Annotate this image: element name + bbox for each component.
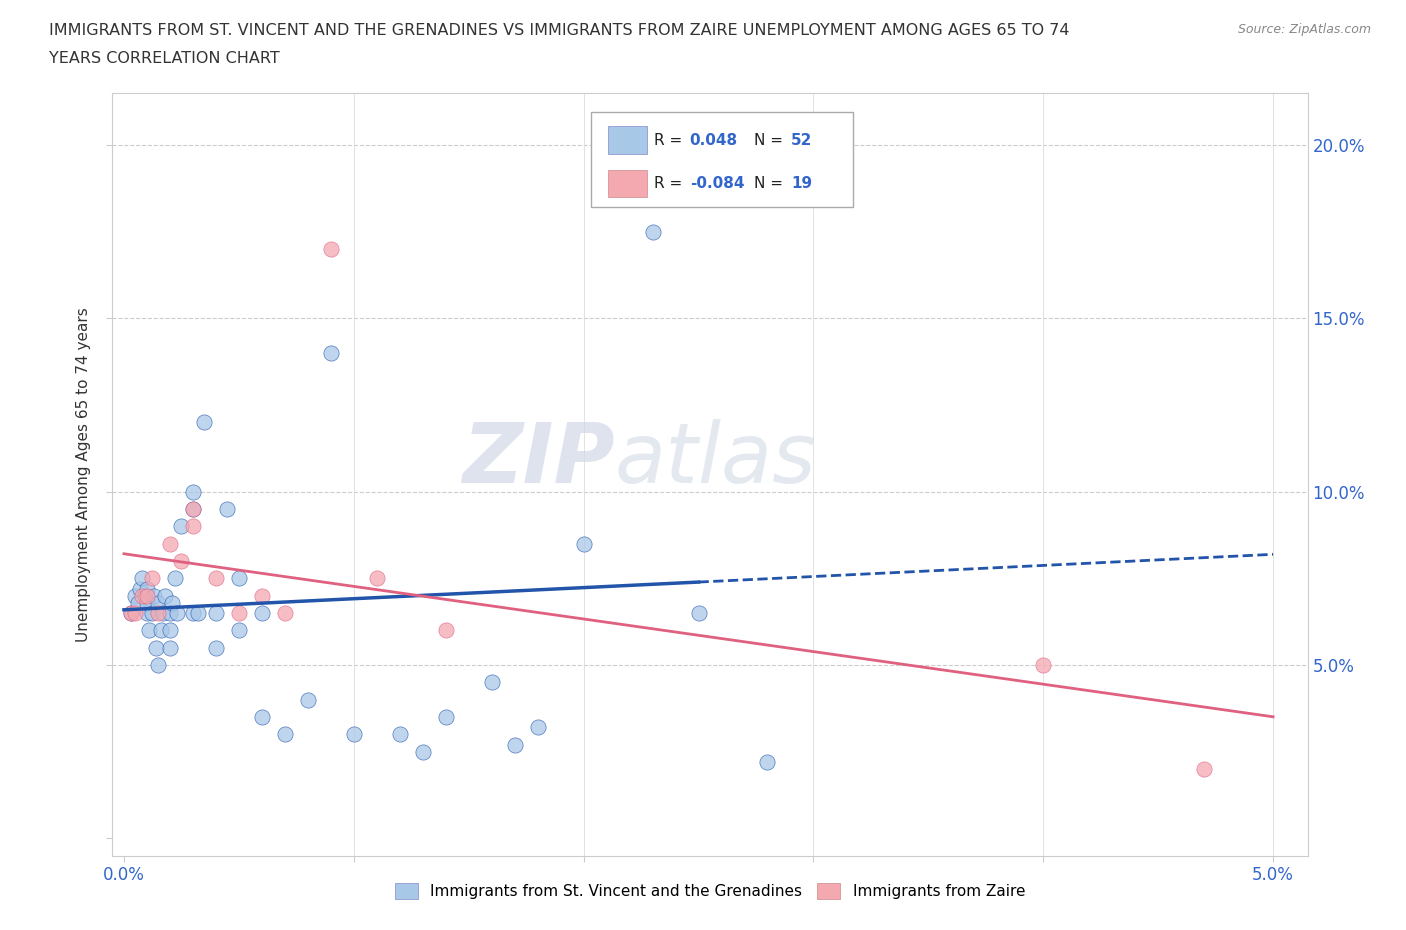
Point xyxy=(138,623,160,638)
FancyBboxPatch shape xyxy=(609,170,647,197)
Point xyxy=(127,595,149,610)
Text: R =: R = xyxy=(654,177,688,192)
Point xyxy=(186,605,208,620)
Point xyxy=(572,537,595,551)
Point xyxy=(228,605,250,620)
Point xyxy=(481,675,503,690)
Point xyxy=(181,501,204,516)
Text: R =: R = xyxy=(654,133,688,148)
Point xyxy=(388,727,411,742)
Point xyxy=(181,605,204,620)
Point xyxy=(136,588,159,603)
Point xyxy=(159,537,181,551)
Point xyxy=(193,415,215,430)
Point xyxy=(366,571,388,586)
Point xyxy=(217,501,239,516)
Point xyxy=(250,588,273,603)
Point xyxy=(274,727,297,742)
Point xyxy=(163,571,186,586)
Point xyxy=(134,588,156,603)
Point xyxy=(129,581,152,596)
Text: Source: ZipAtlas.com: Source: ZipAtlas.com xyxy=(1237,23,1371,36)
Text: atlas: atlas xyxy=(614,418,815,499)
Point xyxy=(131,588,153,603)
Text: N =: N = xyxy=(754,133,789,148)
Point xyxy=(228,623,250,638)
Point xyxy=(162,595,183,610)
FancyBboxPatch shape xyxy=(609,126,647,153)
Legend: Immigrants from St. Vincent and the Grenadines, Immigrants from Zaire: Immigrants from St. Vincent and the Gren… xyxy=(389,877,1031,905)
Point xyxy=(319,242,342,257)
Point xyxy=(145,640,167,655)
Point xyxy=(274,605,297,620)
Text: 0.048: 0.048 xyxy=(690,133,738,148)
Point xyxy=(159,605,181,620)
Point xyxy=(503,737,526,752)
Point xyxy=(136,605,159,620)
Point xyxy=(166,605,188,620)
Point xyxy=(526,720,548,735)
Point xyxy=(136,595,159,610)
Text: N =: N = xyxy=(754,177,789,192)
Point xyxy=(159,623,181,638)
Point xyxy=(120,605,142,620)
Point xyxy=(124,588,146,603)
Point xyxy=(205,640,228,655)
Point xyxy=(170,519,193,534)
Point xyxy=(152,605,174,620)
Text: 19: 19 xyxy=(792,177,813,192)
Point xyxy=(148,605,170,620)
Point xyxy=(688,605,710,620)
Point xyxy=(1032,658,1054,672)
Point xyxy=(297,692,319,707)
Point xyxy=(124,605,146,620)
Point xyxy=(120,605,142,620)
Point xyxy=(159,640,181,655)
Point xyxy=(619,172,641,187)
Point xyxy=(205,571,228,586)
FancyBboxPatch shape xyxy=(591,113,853,207)
Point xyxy=(434,623,457,638)
Point xyxy=(155,588,177,603)
Point xyxy=(181,485,204,499)
Text: IMMIGRANTS FROM ST. VINCENT AND THE GRENADINES VS IMMIGRANTS FROM ZAIRE UNEMPLOY: IMMIGRANTS FROM ST. VINCENT AND THE GREN… xyxy=(49,23,1070,38)
Point xyxy=(1192,762,1215,777)
Point xyxy=(148,658,170,672)
Point xyxy=(142,588,165,603)
Point xyxy=(141,571,163,586)
Point xyxy=(205,605,228,620)
Point xyxy=(228,571,250,586)
Text: ZIP: ZIP xyxy=(461,418,614,499)
Point xyxy=(343,727,366,742)
Point xyxy=(250,710,273,724)
Point xyxy=(181,519,204,534)
Point xyxy=(136,581,159,596)
Point xyxy=(149,623,172,638)
Point xyxy=(319,346,342,361)
Point xyxy=(170,553,193,568)
Point xyxy=(641,224,664,239)
Point xyxy=(181,501,204,516)
Point xyxy=(131,571,153,586)
Y-axis label: Unemployment Among Ages 65 to 74 years: Unemployment Among Ages 65 to 74 years xyxy=(76,307,91,642)
Text: 52: 52 xyxy=(792,133,813,148)
Point xyxy=(434,710,457,724)
Point xyxy=(756,754,779,769)
Point xyxy=(250,605,273,620)
Point xyxy=(141,605,163,620)
Point xyxy=(412,744,434,759)
Point xyxy=(148,595,170,610)
Text: -0.084: -0.084 xyxy=(690,177,744,192)
Text: YEARS CORRELATION CHART: YEARS CORRELATION CHART xyxy=(49,51,280,66)
